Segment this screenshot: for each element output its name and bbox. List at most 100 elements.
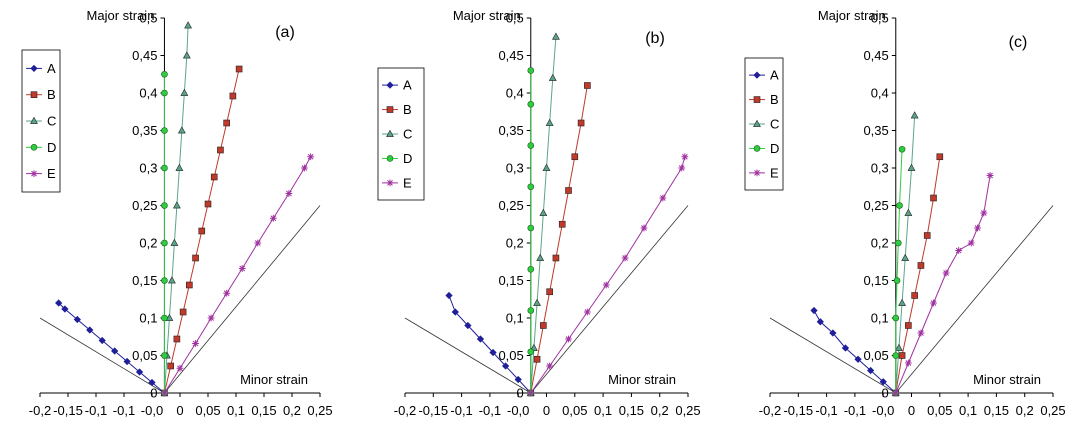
data-point	[955, 247, 963, 254]
x-tick-label: 0	[543, 403, 550, 418]
legend-entry: E	[403, 175, 412, 190]
y-tick-label: 0,5	[506, 11, 524, 26]
y-axis-title: Major strain	[453, 8, 521, 23]
data-point	[533, 298, 541, 306]
y-tick-label: 0,15	[863, 273, 888, 288]
series-line	[530, 156, 686, 394]
panel-label: (b)	[645, 30, 665, 47]
x-tick-label: -0,15	[53, 403, 83, 418]
y-tick-label: 0,25	[863, 198, 888, 213]
reference-line	[769, 317, 896, 394]
data-point	[527, 100, 535, 108]
data-point	[301, 164, 308, 172]
data-point	[161, 89, 168, 97]
data-point	[501, 362, 510, 370]
data-point	[898, 145, 906, 153]
data-point	[175, 163, 184, 171]
legend-entry: C	[403, 127, 412, 142]
legend-marker	[753, 145, 761, 152]
x-tick-label: -0,15	[783, 403, 813, 418]
x-tick-label: -0,2	[394, 403, 416, 418]
y-tick-label: 0,25	[498, 198, 523, 213]
data-point	[464, 321, 472, 330]
data-point	[936, 153, 944, 161]
series-C	[526, 32, 560, 396]
data-point	[210, 173, 218, 181]
data-point	[198, 227, 206, 235]
legend-entry: D	[770, 141, 779, 156]
data-point	[980, 209, 988, 217]
data-point	[816, 318, 824, 326]
y-tick-label: 0,15	[498, 273, 523, 288]
data-point	[898, 352, 906, 359]
data-point	[527, 307, 535, 314]
reference-line	[895, 205, 1054, 394]
data-point	[180, 88, 189, 96]
data-point	[917, 262, 925, 269]
data-point	[577, 119, 585, 127]
chart-panel-0: -0,2 -0,15 -0,1 -0,1 -0,0 0 0,05 0,1 0,15 0,2 0,25…	[21, 8, 333, 418]
y-tick-label: 0	[882, 386, 889, 401]
data-point	[161, 239, 168, 247]
data-point	[217, 146, 224, 154]
legend-entry: C	[47, 114, 56, 129]
data-point	[285, 190, 293, 197]
series-C	[160, 21, 192, 396]
data-point	[584, 82, 591, 89]
data-point	[565, 187, 572, 194]
data-point	[893, 277, 901, 284]
data-point	[974, 224, 981, 232]
data-point	[905, 322, 912, 329]
y-tick-label: 0	[150, 386, 157, 401]
y-tick-label: 0,25	[132, 198, 157, 213]
data-point	[898, 298, 906, 306]
data-point	[55, 299, 63, 307]
series-line	[530, 85, 588, 394]
legend-marker	[30, 91, 38, 99]
data-point	[942, 269, 950, 277]
x-tick-label: 0,05	[562, 403, 587, 418]
x-tick-label: 0,25	[307, 403, 332, 418]
data-point	[640, 224, 648, 232]
legend-marker	[30, 170, 38, 177]
y-tick-label: 0,5	[871, 11, 889, 26]
series-line	[58, 302, 165, 394]
data-point	[176, 364, 184, 372]
data-point	[810, 306, 818, 315]
x-tick-label: 0,25	[1040, 403, 1065, 418]
y-tick-label: 0,35	[863, 123, 888, 138]
x-tick-label: 0,1	[959, 403, 977, 418]
data-point	[179, 308, 187, 316]
data-point	[542, 163, 551, 171]
data-point	[161, 352, 168, 359]
data-point	[86, 326, 94, 334]
data-point	[841, 344, 850, 352]
data-point	[527, 224, 535, 232]
legend-entry: A	[770, 68, 779, 83]
data-point	[540, 322, 547, 329]
x-tick-label: -0,1	[85, 403, 107, 418]
data-point	[536, 253, 545, 261]
x-tick-label: -0,1	[479, 403, 501, 418]
x-tick-label: -0,1	[844, 403, 866, 418]
data-point	[539, 208, 548, 216]
data-point	[235, 65, 243, 73]
y-tick-label: 0,2	[871, 236, 889, 251]
data-point	[204, 200, 212, 208]
data-point	[879, 378, 887, 386]
y-tick-label: 0,45	[132, 48, 157, 63]
data-point	[184, 21, 192, 29]
y-tick-label: 0,35	[498, 123, 523, 138]
data-point	[148, 378, 156, 387]
y-tick-label: 0,5	[139, 11, 157, 26]
y-tick-label: 0,2	[506, 236, 524, 251]
data-point	[207, 314, 215, 322]
x-tick-label: 0	[908, 403, 915, 418]
x-tick-label: 0,2	[1016, 403, 1034, 418]
legend-box	[377, 67, 425, 201]
data-point	[565, 335, 572, 343]
data-point	[161, 314, 168, 322]
data-point	[229, 92, 237, 100]
data-point	[904, 208, 913, 216]
